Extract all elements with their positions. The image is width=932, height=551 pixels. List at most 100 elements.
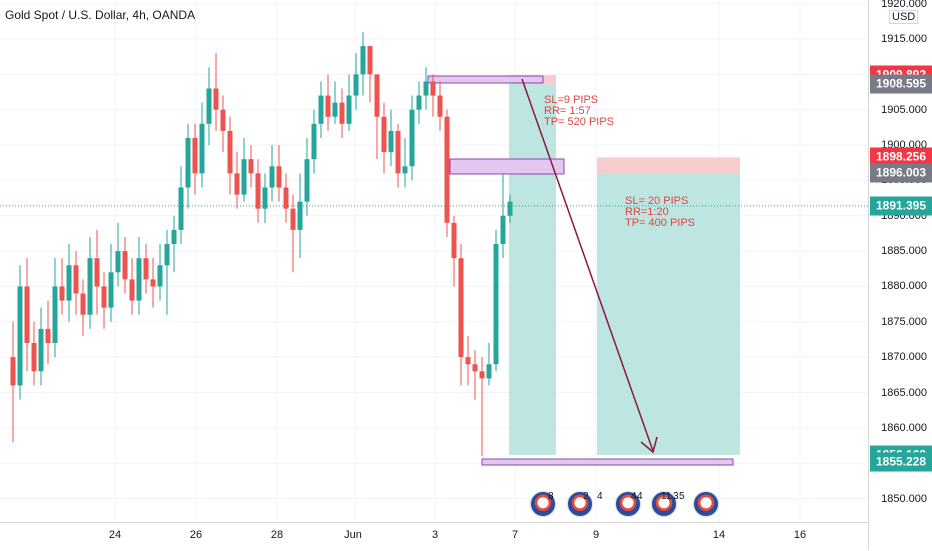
candle-body — [304, 159, 310, 202]
price-badge: 1908.595 — [870, 74, 932, 94]
symbol-title[interactable]: Gold Spot / U.S. Dollar, 4h, OANDA — [5, 8, 196, 22]
candle-body — [108, 272, 114, 308]
candle-body — [318, 95, 324, 124]
candle-body — [430, 81, 436, 96]
candle-body — [276, 166, 282, 188]
price-tick-label: 1920.000 — [881, 0, 927, 10]
candle-body — [388, 130, 394, 153]
time-tick-label: 28 — [270, 529, 284, 541]
candle-body — [409, 109, 415, 167]
candle-body — [332, 102, 338, 117]
candle-body — [465, 357, 471, 365]
event-count: 4 — [597, 491, 603, 502]
supply-zone-mid — [449, 158, 565, 175]
candle-body — [241, 159, 247, 195]
us-flag-icon[interactable] — [651, 491, 677, 517]
price-chart[interactable] — [0, 0, 868, 522]
us-flag-icon[interactable] — [530, 491, 556, 517]
candle-body — [206, 88, 212, 124]
us-flag-icon[interactable] — [693, 491, 719, 517]
candle-body — [143, 258, 149, 280]
event-count: 11 — [661, 491, 672, 502]
candle-body — [73, 265, 79, 294]
candle-body — [269, 166, 275, 188]
candle-body — [52, 286, 58, 344]
candle-body — [234, 173, 240, 195]
candle-body — [185, 137, 191, 188]
candle-body — [395, 130, 401, 174]
annotation-trade-2[interactable]: SL= 20 PIPS RR=1:20 TP= 400 PIPS — [625, 195, 696, 229]
candle-body — [59, 286, 65, 301]
supply-zone-top — [427, 75, 544, 84]
candle-body — [297, 201, 303, 230]
candle-body — [220, 109, 226, 131]
time-tick-label: 14 — [712, 529, 726, 541]
candle-body — [227, 130, 233, 174]
event-count: 8 — [548, 491, 554, 502]
candle-body — [157, 265, 163, 287]
candle-body — [38, 328, 44, 372]
price-tick-label: 1880.000 — [881, 280, 927, 293]
candle-body — [115, 251, 121, 273]
price-tick-label: 1915.000 — [881, 33, 927, 45]
time-tick-label: 24 — [108, 529, 122, 541]
candle-body — [94, 258, 100, 287]
candle-body — [493, 244, 499, 365]
candle-body — [486, 364, 492, 379]
candle-body — [381, 116, 387, 153]
candle-body — [213, 88, 219, 110]
candle-body — [171, 229, 177, 245]
arrow-head — [640, 436, 658, 454]
us-flag-icon[interactable] — [615, 491, 641, 517]
time-axis[interactable]: 24 26 28 Jun 3 7 9 14 16 — [0, 522, 868, 551]
price-axis[interactable]: USD 1920.0001915.0001910.0001905.0001900… — [868, 0, 932, 550]
candle-body — [262, 187, 268, 209]
price-tick-label: 1860.000 — [881, 421, 927, 434]
time-tick-label: 3 — [431, 529, 439, 541]
annotation-trade-1[interactable]: SL=9 PIPS RR= 1:57 TP= 520 PIPS — [544, 94, 615, 128]
us-flag-icon[interactable] — [567, 491, 593, 517]
event-count: 4 — [637, 491, 643, 502]
candle-body — [458, 258, 464, 358]
time-tick-label: 9 — [592, 529, 600, 541]
time-tick-label: Jun — [344, 529, 362, 541]
candle-body — [31, 343, 37, 372]
time-tick-label: 26 — [189, 529, 203, 541]
candle-body — [17, 286, 23, 386]
price-badge: 1891.395 — [870, 196, 932, 216]
candle-body — [416, 95, 422, 110]
candle-body — [353, 74, 359, 96]
candle-body — [311, 123, 317, 160]
candle-body — [423, 81, 429, 96]
stop-zone-2 — [597, 157, 740, 174]
price-tick-label: 1870.000 — [881, 351, 927, 364]
target-zone-1 — [509, 84, 556, 455]
candle-body — [283, 187, 289, 209]
candle-body — [136, 258, 142, 301]
currency-label[interactable]: USD — [889, 10, 919, 24]
target-zone-2 — [597, 173, 740, 455]
trend-arrow — [521, 78, 654, 452]
candle-body — [346, 95, 352, 124]
candle-body — [367, 46, 373, 75]
candle-body — [164, 244, 170, 266]
chart-area[interactable]: Gold Spot / U.S. Dollar, 4h, OANDA SL=9 … — [0, 0, 868, 522]
candle-body — [129, 279, 135, 301]
candle-body — [101, 286, 107, 308]
event-count: 3 — [673, 491, 679, 502]
candle-body — [178, 187, 184, 230]
candle-body — [451, 222, 457, 259]
price-badge: 1896.003 — [870, 163, 932, 183]
candle-body — [10, 357, 16, 386]
candle-body — [374, 74, 380, 117]
time-tick-label: 7 — [511, 529, 519, 541]
candle-body — [500, 215, 506, 245]
candle-body — [339, 102, 345, 124]
candle-body — [444, 116, 450, 223]
event-count: 2 — [583, 491, 589, 502]
candle-body — [437, 95, 443, 117]
candle-body — [80, 293, 86, 315]
candle-body — [360, 46, 366, 75]
candle-body — [472, 364, 478, 372]
price-tick-label: 1905.000 — [881, 103, 927, 116]
